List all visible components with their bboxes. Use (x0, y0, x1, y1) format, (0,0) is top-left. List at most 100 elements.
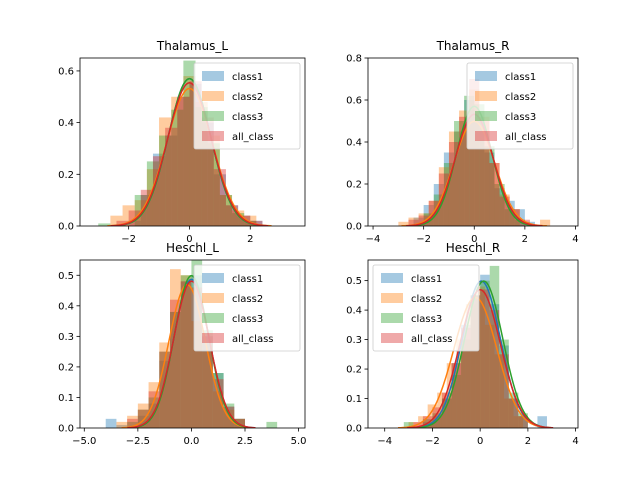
y-tick-label: 0.8 (346, 54, 362, 65)
x-tick-label: −4 (377, 436, 392, 447)
legend-label-class1: class1 (232, 274, 263, 285)
axes-frame (367, 259, 579, 429)
bar-class1-6 (480, 274, 490, 428)
bar-all_class-8 (213, 169, 226, 226)
legend-box (193, 62, 301, 150)
subplot-title: Thalamus_R (436, 39, 510, 53)
density-line-all_class (110, 82, 269, 226)
density-line-all_class (127, 280, 256, 428)
legend-label-all_class: all_class (232, 132, 274, 143)
bar-all_class-9 (499, 196, 510, 226)
bar-all_class-4 (165, 127, 178, 226)
x-tick-label: 0 (471, 234, 477, 245)
y-tick-label: 0.3 (346, 335, 362, 346)
bar-class1-1 (432, 416, 442, 428)
legend-label-class2: class2 (505, 92, 536, 103)
bar-class1-9 (504, 200, 515, 226)
y-tick-label: 0.3 (58, 332, 74, 343)
bar-class3-7 (480, 280, 490, 428)
bar-all_class-6 (191, 287, 203, 428)
bar-all_class-0 (408, 219, 419, 226)
y-tick-label: 0.0 (346, 424, 362, 435)
x-tick-label: 4 (572, 436, 578, 447)
bar-all_class-2 (148, 391, 160, 428)
bar-all_class-1 (422, 416, 433, 428)
bar-class1-4 (454, 131, 465, 226)
bar-class3-9 (499, 339, 509, 428)
bar-class3-11 (266, 421, 278, 428)
bar-class2-4 (446, 363, 457, 428)
legend-swatch-class1 (381, 273, 403, 283)
legend-swatch-all_class (475, 131, 497, 141)
y-tick-label: 0.2 (346, 180, 362, 191)
legend-swatch-class2 (475, 91, 497, 101)
bar-all_class-3 (441, 392, 452, 428)
bar-class1-11 (537, 416, 547, 428)
bar-class2-0 (110, 215, 123, 226)
bar-class2-8 (202, 351, 213, 428)
density-line-all_class (407, 288, 554, 428)
legend: class1 class2 class3 all_class (193, 62, 301, 150)
legend-label-class2: class2 (232, 92, 263, 103)
legend-swatch-class3 (475, 111, 497, 121)
bar-class1-7 (191, 275, 203, 428)
bar-class2-8 (479, 116, 490, 226)
bar-class3-10 (508, 392, 519, 428)
bar-class1-3 (443, 152, 455, 226)
bar-class3-4 (170, 311, 181, 428)
legend-label-class3: class3 (505, 112, 536, 123)
bar-all_class-0 (127, 418, 138, 428)
bar-all_class-4 (170, 299, 181, 428)
bar-all_class-11 (518, 416, 528, 428)
bar-class1-7 (484, 152, 495, 226)
bar-class1-8 (499, 345, 509, 428)
bar-all_class-3 (152, 156, 166, 226)
legend-label-class3: class3 (232, 112, 263, 123)
bar-all_class-6 (469, 79, 480, 226)
plot-area (398, 265, 554, 428)
plot-area (98, 60, 272, 226)
legend-label-class3: class3 (411, 314, 442, 325)
bar-class3-3 (441, 398, 452, 428)
legend-swatch-class2 (202, 91, 224, 101)
legend-swatch-class2 (202, 293, 224, 303)
legend-swatch-class2 (381, 293, 403, 303)
bar-class1-7 (213, 174, 226, 226)
bar-class1-1 (140, 194, 153, 226)
y-tick-label: 0.0 (346, 222, 362, 233)
bar-class1-4 (159, 360, 170, 428)
bar-class1-0 (128, 220, 141, 226)
legend-box (193, 264, 301, 352)
bar-class3-0 (403, 422, 414, 428)
legend-label-class3: class3 (232, 314, 263, 325)
bar-all_class-8 (212, 379, 224, 428)
bar-class1-3 (148, 403, 160, 428)
bar-class2-5 (448, 131, 460, 226)
x-tick-label: −5.0 (72, 436, 96, 447)
bar-all_class-9 (499, 354, 509, 428)
bar-class1-3 (451, 363, 462, 428)
bar-class3-2 (443, 163, 455, 226)
legend-label-all_class: all_class (232, 334, 274, 345)
legend-swatch-class1 (202, 273, 224, 283)
bar-class3-1 (137, 409, 149, 428)
bar-all_class-5 (180, 281, 192, 428)
subplot-title: Thalamus_L (156, 39, 229, 53)
bar-all_class-8 (489, 163, 500, 226)
y-tick-label: 0.5 (58, 271, 74, 282)
density-line-class2 (107, 87, 272, 226)
bar-all_class-4 (448, 142, 460, 226)
y-tick-label: 0.1 (346, 394, 362, 405)
bar-class2-7 (475, 286, 485, 428)
legend-label-class2: class2 (411, 294, 442, 305)
bar-class2-0 (116, 421, 128, 428)
bar-all_class-5 (177, 96, 190, 226)
density-line-class3 (112, 77, 267, 226)
y-tick-label: 0.1 (58, 393, 74, 404)
bar-class3-8 (212, 373, 224, 428)
bar-class1-8 (494, 188, 505, 226)
x-tick-label: −2 (416, 234, 431, 245)
y-tick-label: 0.2 (58, 362, 74, 373)
bar-class2-9 (489, 163, 500, 226)
